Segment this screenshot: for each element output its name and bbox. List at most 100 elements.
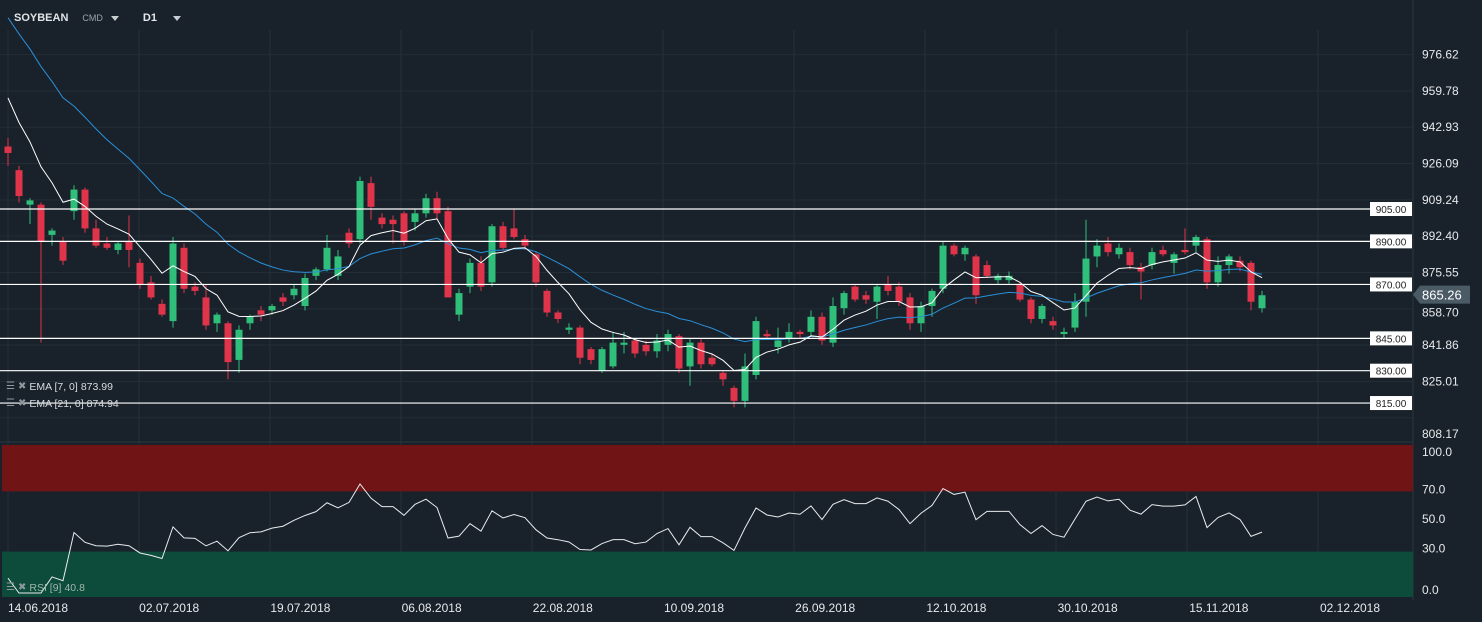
- candle-up: [1005, 275, 1013, 281]
- candle-down: [521, 239, 529, 246]
- close-icon[interactable]: ✖: [17, 398, 27, 409]
- price-tick-label: 959.78: [1422, 84, 1459, 98]
- settings-icon[interactable]: ☰: [6, 398, 15, 409]
- candle-down: [125, 241, 133, 250]
- candle-down: [400, 213, 408, 242]
- candle-down: [1049, 321, 1057, 326]
- timeframe-selector[interactable]: D1: [142, 12, 157, 24]
- candle-down: [92, 228, 100, 246]
- candle-down: [158, 303, 166, 315]
- candle-up: [455, 293, 463, 315]
- candle-up: [235, 329, 243, 360]
- candle-down: [1247, 262, 1255, 302]
- candle-up: [939, 245, 947, 289]
- candle-down: [433, 198, 441, 214]
- candle-down: [1126, 252, 1134, 266]
- level-label-box: [1370, 234, 1412, 249]
- candle-up: [686, 342, 694, 367]
- rsi-tick-label: 70.0: [1422, 482, 1446, 496]
- candle-up: [609, 342, 617, 367]
- candle-up: [268, 306, 276, 311]
- candle-down: [257, 310, 265, 315]
- level-label: 905.00: [1376, 205, 1407, 216]
- price-tick-label: 808.17: [1422, 427, 1459, 441]
- candle-down: [950, 245, 958, 255]
- ema7-label: EMA [7, 0]: [29, 381, 78, 393]
- candle-down: [1137, 267, 1145, 272]
- level-label-box: [1370, 202, 1412, 216]
- settings-icon[interactable]: ☰: [6, 582, 15, 593]
- date-axis-label: 30.10.2018: [1058, 601, 1118, 615]
- candle-down: [895, 286, 903, 302]
- candle-down: [532, 254, 540, 283]
- candle-down: [15, 170, 23, 197]
- symbol-type: CMD: [82, 13, 103, 23]
- candle-down: [4, 146, 12, 153]
- candle-down: [1104, 243, 1112, 253]
- rsi-oversold-zone: [2, 551, 1413, 597]
- price-tick-label: 841.86: [1422, 338, 1459, 352]
- symbol-dropdown-caret-icon[interactable]: [110, 15, 119, 21]
- price-tick-label: 892.40: [1422, 229, 1459, 243]
- candle-down: [367, 183, 375, 207]
- candle-down: [543, 290, 551, 313]
- level-label: 830.00: [1376, 367, 1407, 378]
- date-axis-label: 12.10.2018: [926, 601, 986, 615]
- symbol-name: SOYBEAN: [14, 12, 69, 24]
- level-label: 870.00: [1376, 280, 1407, 291]
- candle-down: [631, 340, 639, 354]
- ema7-value: 873.99: [80, 381, 113, 393]
- candle-up: [807, 316, 815, 332]
- level-label-box: [1370, 396, 1412, 411]
- candle-down: [499, 226, 507, 248]
- candle-down: [983, 265, 991, 276]
- candle-down: [477, 262, 485, 287]
- rsi-legend: ☰ ✖ RSI [9] 40.8: [6, 582, 85, 594]
- candle-down: [642, 344, 650, 352]
- candle-up: [565, 327, 573, 330]
- candle-down: [224, 323, 232, 363]
- candle-down: [136, 262, 144, 285]
- candle-up: [48, 230, 56, 235]
- candle-up: [917, 306, 925, 324]
- candle-up: [873, 286, 881, 302]
- candle-up: [829, 306, 837, 343]
- candle-down: [1027, 299, 1035, 319]
- candle-down: [378, 217, 386, 225]
- candle-down: [37, 204, 45, 242]
- candle-up: [422, 198, 430, 214]
- candle-up: [785, 331, 793, 339]
- close-icon[interactable]: ✖: [17, 582, 27, 593]
- date-axis-label: 22.08.2018: [533, 601, 593, 615]
- ema7-legend: ☰ ✖ EMA [7, 0] 873.99: [6, 381, 113, 393]
- candle-up: [114, 243, 122, 250]
- price-tick-label: 825.01: [1422, 374, 1459, 388]
- candle-up: [356, 180, 364, 240]
- level-label-box: [1370, 363, 1412, 378]
- ema21-value: 874.94: [86, 398, 119, 410]
- current-price-tag: [1413, 285, 1470, 304]
- candle-up: [598, 349, 606, 371]
- candle-up: [1115, 247, 1123, 255]
- timeframe-dropdown-caret-icon[interactable]: [172, 15, 181, 21]
- candle-down: [576, 327, 584, 358]
- rsi-overbought-zone: [2, 445, 1413, 492]
- candle-up: [1082, 258, 1090, 302]
- candle-up: [741, 366, 749, 401]
- candle-down: [191, 286, 199, 291]
- date-axis-label: 06.08.2018: [402, 601, 462, 615]
- candle-up: [653, 340, 661, 352]
- candle-up: [466, 262, 474, 287]
- settings-icon[interactable]: ☰: [6, 381, 15, 392]
- chart-header: SOYBEAN CMD D1: [14, 12, 181, 24]
- candle-down: [202, 297, 210, 326]
- close-icon[interactable]: ✖: [17, 381, 27, 392]
- candle-up: [1214, 265, 1222, 283]
- candle-up: [620, 342, 628, 345]
- rsi-line: [7, 483, 1263, 594]
- date-axis-label: 19.07.2018: [270, 601, 330, 615]
- level-label: 815.00: [1376, 399, 1407, 410]
- rsi-tick-label: 100.0: [1422, 445, 1452, 459]
- candle-down: [1236, 260, 1244, 268]
